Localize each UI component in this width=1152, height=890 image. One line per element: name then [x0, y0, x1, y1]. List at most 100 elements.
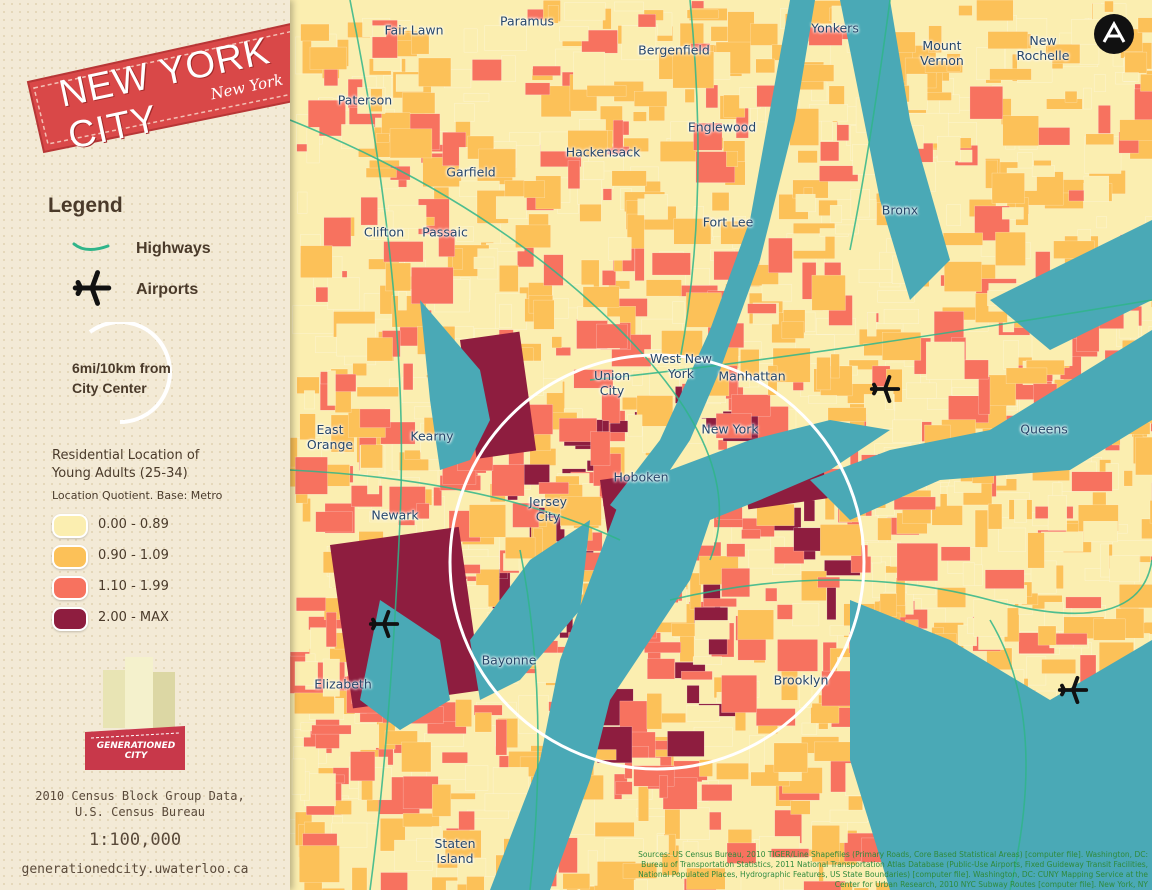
place-label: West New York	[650, 351, 712, 381]
census-block	[882, 332, 922, 361]
census-block	[1083, 175, 1110, 202]
census-block	[1036, 127, 1071, 146]
census-block	[721, 568, 750, 598]
census-block	[529, 448, 557, 466]
census-block	[463, 93, 490, 102]
place-label: Manhattan	[718, 368, 786, 384]
census-block	[445, 880, 458, 890]
census-block	[622, 863, 658, 879]
census-block	[614, 1, 644, 12]
census-block	[644, 194, 668, 220]
census-block	[1141, 518, 1152, 539]
place-label: East Orange	[306, 422, 354, 452]
census-block	[586, 85, 627, 97]
census-block	[858, 269, 892, 284]
census-block	[292, 305, 334, 334]
census-block	[512, 502, 540, 528]
census-block	[1046, 98, 1083, 110]
census-block	[299, 845, 340, 883]
census-block	[551, 336, 562, 349]
census-block	[458, 811, 475, 831]
census-block	[454, 103, 475, 122]
census-block	[684, 88, 695, 103]
map: Fair Lawn Paramus Yonkers Mount Vernon New R…	[290, 0, 1152, 890]
census-block	[1104, 0, 1114, 13]
census-block	[943, 261, 982, 292]
census-block	[1083, 87, 1092, 110]
census-block	[721, 675, 757, 713]
census-block	[547, 5, 559, 24]
census-block	[1137, 17, 1152, 33]
census-block	[555, 347, 571, 356]
census-block	[389, 128, 433, 159]
census-block	[627, 414, 643, 437]
place-label: Garfield	[446, 164, 496, 180]
airport	[869, 374, 901, 404]
census-block	[973, 599, 1008, 637]
census-block	[928, 25, 942, 53]
census-block	[667, 730, 705, 757]
census-block	[484, 793, 527, 812]
highway	[989, 619, 1027, 890]
place-label: Bronx	[881, 202, 919, 218]
census-block	[686, 705, 720, 722]
census-block	[877, 290, 915, 303]
census-block	[867, 541, 901, 557]
census-block	[1001, 207, 1024, 220]
north-arrow	[1094, 14, 1134, 54]
census-block	[611, 170, 647, 187]
census-block	[495, 719, 507, 756]
logo-text: GENERATIONED CITY	[96, 741, 176, 761]
census-block	[1077, 229, 1092, 243]
census-block	[623, 137, 649, 152]
water	[490, 420, 890, 890]
census-block	[765, 587, 778, 602]
legend-swatch	[52, 607, 88, 631]
census-block	[755, 58, 776, 74]
census-block	[672, 51, 715, 89]
url[interactable]: generationedcity.uwaterloo.ca	[21, 862, 249, 877]
census-block	[484, 25, 527, 51]
census-block	[532, 65, 561, 76]
census-block	[631, 370, 643, 386]
census-block	[973, 564, 983, 586]
census-block	[1071, 471, 1113, 492]
census-block	[829, 205, 842, 223]
highway	[519, 549, 539, 890]
census-block	[1037, 625, 1057, 646]
census-block	[647, 658, 675, 680]
census-block	[672, 301, 685, 324]
census-block	[418, 57, 452, 87]
census-block	[847, 877, 879, 890]
census-block	[906, 382, 937, 399]
census-block	[294, 692, 335, 714]
legend-swatch	[52, 545, 88, 569]
water	[610, 0, 815, 520]
census-block	[633, 111, 647, 122]
census-block	[686, 685, 700, 704]
census-block	[958, 5, 973, 16]
census-block	[984, 569, 1025, 589]
legend-highways: Highways	[136, 240, 211, 257]
census-block	[906, 73, 928, 111]
census-block	[1109, 555, 1140, 583]
census-block	[560, 496, 602, 526]
census-block	[366, 337, 393, 362]
census-block	[1135, 436, 1152, 476]
census-block	[456, 226, 474, 242]
census-block	[792, 603, 820, 627]
place-label: New Rochelle	[1016, 33, 1070, 63]
census-block	[1098, 105, 1111, 134]
census-block	[1085, 133, 1115, 145]
census-block	[811, 274, 846, 311]
census-block	[499, 303, 512, 329]
place-label: Kearny	[410, 428, 454, 444]
census-block	[441, 752, 468, 764]
census-block	[1112, 540, 1152, 557]
census-block	[322, 658, 340, 697]
census-block	[501, 55, 516, 82]
census-block	[801, 722, 818, 735]
census-block	[559, 26, 589, 42]
census-block	[651, 252, 691, 276]
highway	[589, 299, 1152, 381]
